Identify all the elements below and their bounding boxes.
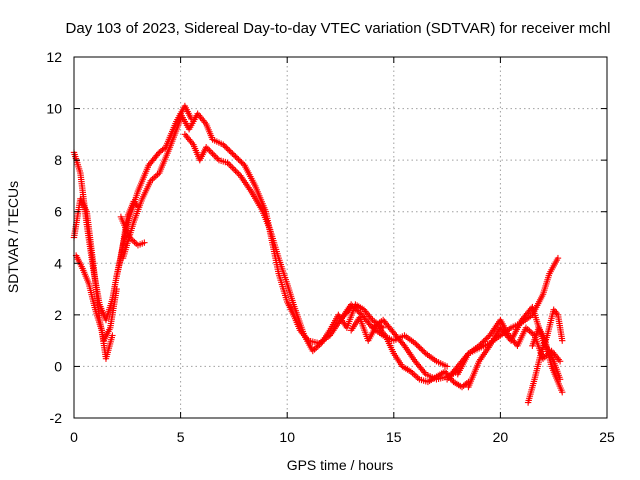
series-marker — [226, 147, 233, 154]
x-tick-label: 15 — [386, 429, 402, 445]
series-marker — [419, 347, 426, 354]
y-tick-label: 6 — [54, 204, 62, 220]
data-point — [475, 342, 483, 349]
series-marker — [236, 157, 244, 165]
x-tick-label: 10 — [279, 429, 295, 445]
y-tick-label: -2 — [50, 410, 63, 426]
series-marker — [229, 150, 236, 157]
x-axis-label: GPS time / hours — [287, 457, 394, 473]
series-marker — [416, 344, 423, 351]
plot-area — [70, 102, 566, 406]
x-tick-label: 5 — [177, 429, 185, 445]
data-point — [559, 337, 566, 344]
series-line-4 — [115, 105, 192, 277]
grid — [74, 57, 607, 418]
chart-title: Day 103 of 2023, Sidereal Day-to-day VTE… — [66, 20, 611, 37]
series-marker — [418, 345, 425, 353]
series-marker — [413, 341, 420, 348]
series-marker — [351, 304, 358, 311]
data-point — [411, 340, 419, 347]
data-point — [556, 358, 564, 365]
series-marker — [232, 153, 239, 160]
data-point — [113, 285, 120, 293]
series-marker — [352, 305, 359, 313]
series-marker — [349, 302, 356, 310]
series-marker — [235, 156, 242, 163]
series-marker — [227, 148, 235, 156]
series-marker — [239, 160, 247, 168]
series-marker — [421, 348, 428, 356]
data-point — [559, 389, 566, 396]
data-point — [554, 254, 562, 262]
y-tick-label: 12 — [46, 49, 62, 65]
data-point — [141, 239, 148, 246]
axis-ticks: 0 5 10 15 20 25 -2 0 2 4 6 8 10 12 — [46, 49, 615, 445]
series-marker — [355, 308, 362, 316]
series-marker — [485, 333, 492, 341]
series-marker — [477, 341, 484, 348]
series-line-8 — [184, 133, 384, 352]
y-tick-label: 0 — [54, 358, 62, 374]
y-tick-label: 4 — [54, 255, 62, 271]
y-tick-label: 8 — [54, 152, 62, 168]
x-tick-label: 25 — [599, 429, 615, 445]
series-marker — [483, 335, 490, 342]
series-marker — [224, 145, 232, 153]
series-marker — [481, 336, 489, 344]
x-tick-label: 0 — [70, 429, 78, 445]
data-point — [347, 301, 355, 308]
series-marker — [223, 144, 230, 151]
data-point — [220, 141, 227, 148]
series-marker — [414, 342, 422, 350]
series-marker — [233, 154, 241, 162]
series-marker — [357, 310, 364, 317]
data-point — [109, 332, 116, 339]
series-marker — [480, 338, 487, 345]
series-marker — [221, 142, 228, 150]
series-marker — [354, 307, 361, 314]
plot-frame — [73, 56, 608, 419]
y-axis-label: SDTVAR / TECUs — [5, 181, 21, 293]
series-marker — [238, 159, 245, 166]
data-point — [443, 363, 451, 370]
x-tick-label: 20 — [493, 429, 509, 445]
y-tick-label: 10 — [46, 101, 62, 117]
data-point — [230, 151, 238, 159]
series-marker — [478, 339, 486, 347]
y-tick-label: 2 — [54, 307, 62, 323]
